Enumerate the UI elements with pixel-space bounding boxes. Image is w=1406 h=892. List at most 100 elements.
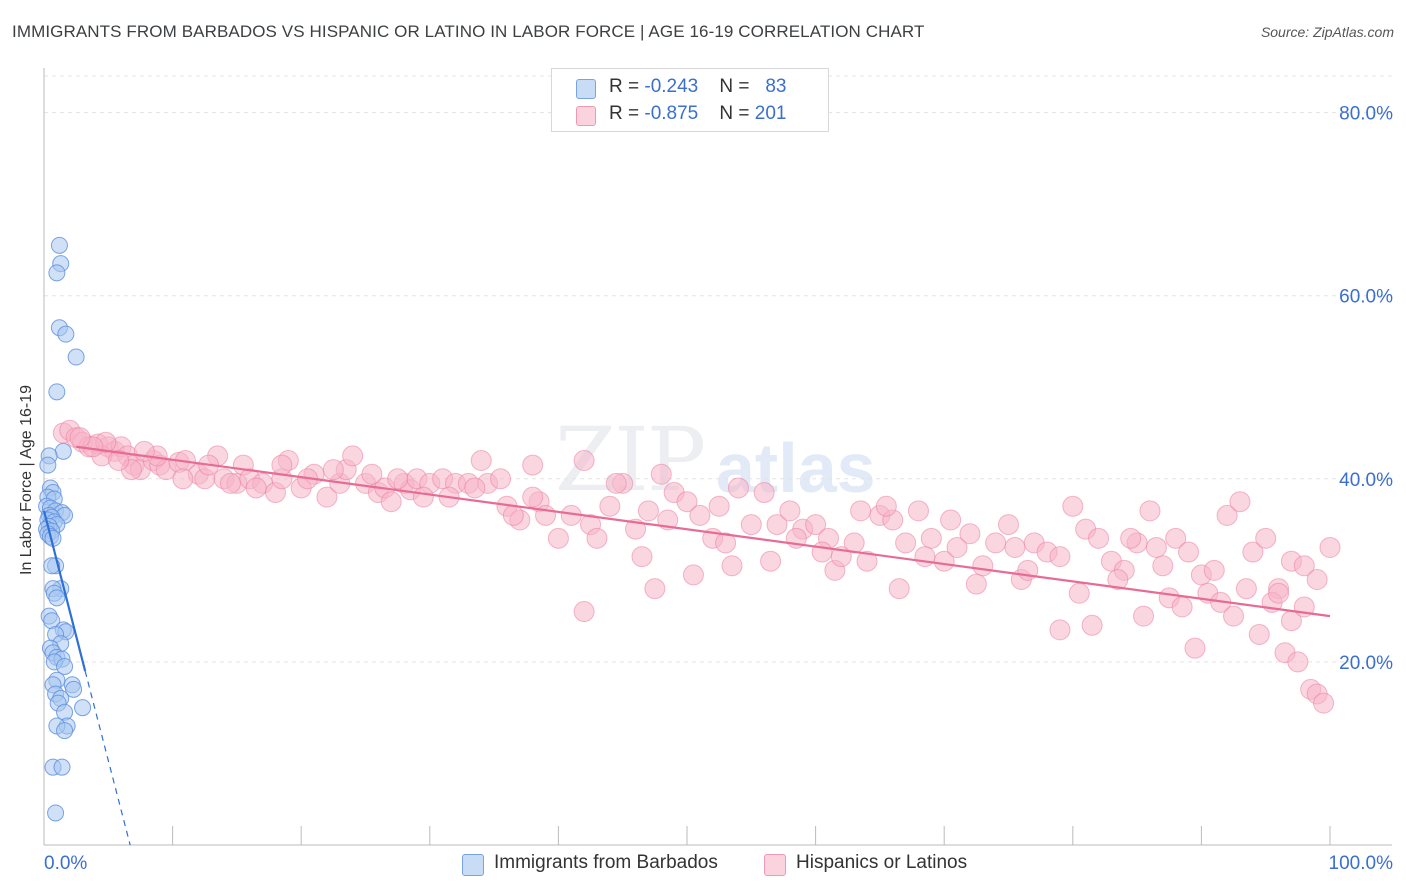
data-point-hispanic [631, 546, 653, 568]
data-point-hispanic [914, 546, 936, 568]
legend-n-label: N = [719, 76, 755, 97]
data-point-hispanic [1203, 559, 1225, 581]
data-point-hispanic [1145, 536, 1167, 558]
data-point-hispanic [959, 523, 981, 545]
data-point-barbados [56, 657, 74, 675]
data-point-hispanic [573, 601, 595, 623]
data-point-hispanic [271, 454, 293, 476]
data-point-hispanic [998, 514, 1019, 536]
data-point-hispanic [316, 486, 338, 508]
chart-title: IMMIGRANTS FROM BARBADOS VS HISPANIC OR … [12, 22, 925, 41]
data-point-hispanic [1171, 596, 1193, 618]
data-point-hispanic [1319, 536, 1341, 558]
data-point-barbados [43, 557, 61, 575]
data-point-hispanic [412, 486, 434, 508]
legend-row-barbados: R = -0.243 N = 83 [552, 75, 828, 101]
data-point-hispanic [1242, 541, 1264, 563]
x-tick-label-min: 0.0% [44, 853, 87, 874]
legend-n-value: 201 [754, 103, 787, 124]
data-point-barbados [48, 264, 66, 282]
data-point-barbados [47, 804, 65, 822]
source-label: Source: ZipAtlas.com [1260, 24, 1394, 40]
data-point-barbados [54, 442, 72, 460]
data-point-hispanic [1248, 623, 1270, 645]
data-point-hispanic [586, 527, 608, 549]
data-point-hispanic [965, 573, 987, 595]
data-point-hispanic [753, 482, 775, 504]
data-point-hispanic [888, 578, 910, 600]
x-tick-label-max: 100.0% [1329, 853, 1394, 874]
data-point-hispanic [721, 555, 743, 577]
data-point-hispanic [689, 504, 711, 526]
data-point-hispanic [172, 468, 194, 490]
data-point-hispanic [895, 532, 917, 554]
legend-r-value: -0.875 [644, 103, 699, 124]
data-point-hispanic [715, 532, 737, 554]
data-point-hispanic [1049, 546, 1071, 568]
legend-swatch-pink [576, 106, 596, 126]
trend-line-hispanic [76, 445, 1331, 618]
data-point-hispanic [1235, 578, 1257, 600]
data-point-hispanic [573, 450, 595, 471]
y-axis-label: In Labor Force | Age 16-19 [18, 384, 35, 575]
data-point-hispanic [1088, 527, 1110, 549]
data-point-hispanic [1068, 582, 1090, 604]
data-point-hispanic [650, 463, 672, 485]
data-point-hispanic [920, 527, 942, 549]
data-point-hispanic [490, 468, 512, 490]
legend-row-hispanic: R = -0.875 N = 201 [552, 102, 828, 128]
data-point-hispanic [1293, 555, 1315, 577]
correlation-legend: R = -0.243 N = 83 R = -0.875 N = 201 [551, 68, 829, 132]
data-point-barbados [50, 236, 68, 254]
data-point-hispanic [985, 532, 1007, 554]
data-point-hispanic [676, 491, 698, 513]
data-point-hispanic [727, 477, 749, 499]
data-point-hispanic [1287, 651, 1309, 673]
data-point-hispanic [907, 500, 929, 522]
y-tick-label: 60.0% [1339, 287, 1393, 308]
data-point-hispanic [1306, 569, 1328, 591]
data-point-hispanic [1268, 582, 1290, 604]
data-point-hispanic [1139, 500, 1161, 522]
data-point-hispanic [1081, 614, 1103, 636]
legend-n-value: 83 [765, 76, 787, 97]
data-point-barbados [53, 758, 71, 776]
data-point-hispanic [1107, 569, 1129, 591]
data-point-hispanic [972, 555, 994, 577]
data-point-hispanic [502, 504, 524, 526]
data-point-hispanic [1178, 541, 1200, 563]
data-point-barbados [57, 325, 75, 343]
data-point-hispanic [940, 509, 962, 531]
series-immigrants-from-barbados [38, 236, 92, 822]
series-legend: Immigrants from Barbados Hispanics or La… [0, 852, 1406, 878]
data-point-hispanic [708, 495, 730, 517]
trend-line-barbados [42, 510, 87, 672]
data-point-hispanic [1049, 619, 1071, 641]
data-point-hispanic [464, 477, 486, 499]
data-point-hispanic [1133, 605, 1155, 627]
data-point-hispanic [470, 450, 492, 471]
data-point-barbados [48, 383, 66, 401]
legend-r-value: -0.243 [644, 76, 699, 97]
data-point-hispanic [133, 440, 155, 462]
data-point-hispanic [766, 514, 788, 536]
data-point-hispanic [322, 459, 344, 481]
data-point-hispanic [637, 500, 659, 522]
data-point-hispanic [1216, 504, 1238, 526]
data-point-hispanic [387, 468, 409, 490]
data-point-hispanic [108, 450, 130, 471]
data-point-barbados [74, 699, 92, 717]
data-point-hispanic [219, 472, 241, 494]
legend-r-label: R = [609, 76, 645, 97]
y-tick-label: 20.0% [1339, 653, 1393, 674]
data-point-hispanic [1255, 527, 1277, 549]
data-point-hispanic [850, 500, 872, 522]
data-point-barbados [39, 456, 57, 474]
data-point-hispanic [1313, 692, 1335, 714]
data-point-hispanic [856, 550, 878, 572]
data-point-hispanic [1062, 495, 1084, 517]
data-point-hispanic [779, 500, 801, 522]
data-point-barbados [48, 589, 66, 607]
data-point-hispanic [946, 536, 968, 558]
legend-swatch-pink [764, 854, 786, 876]
